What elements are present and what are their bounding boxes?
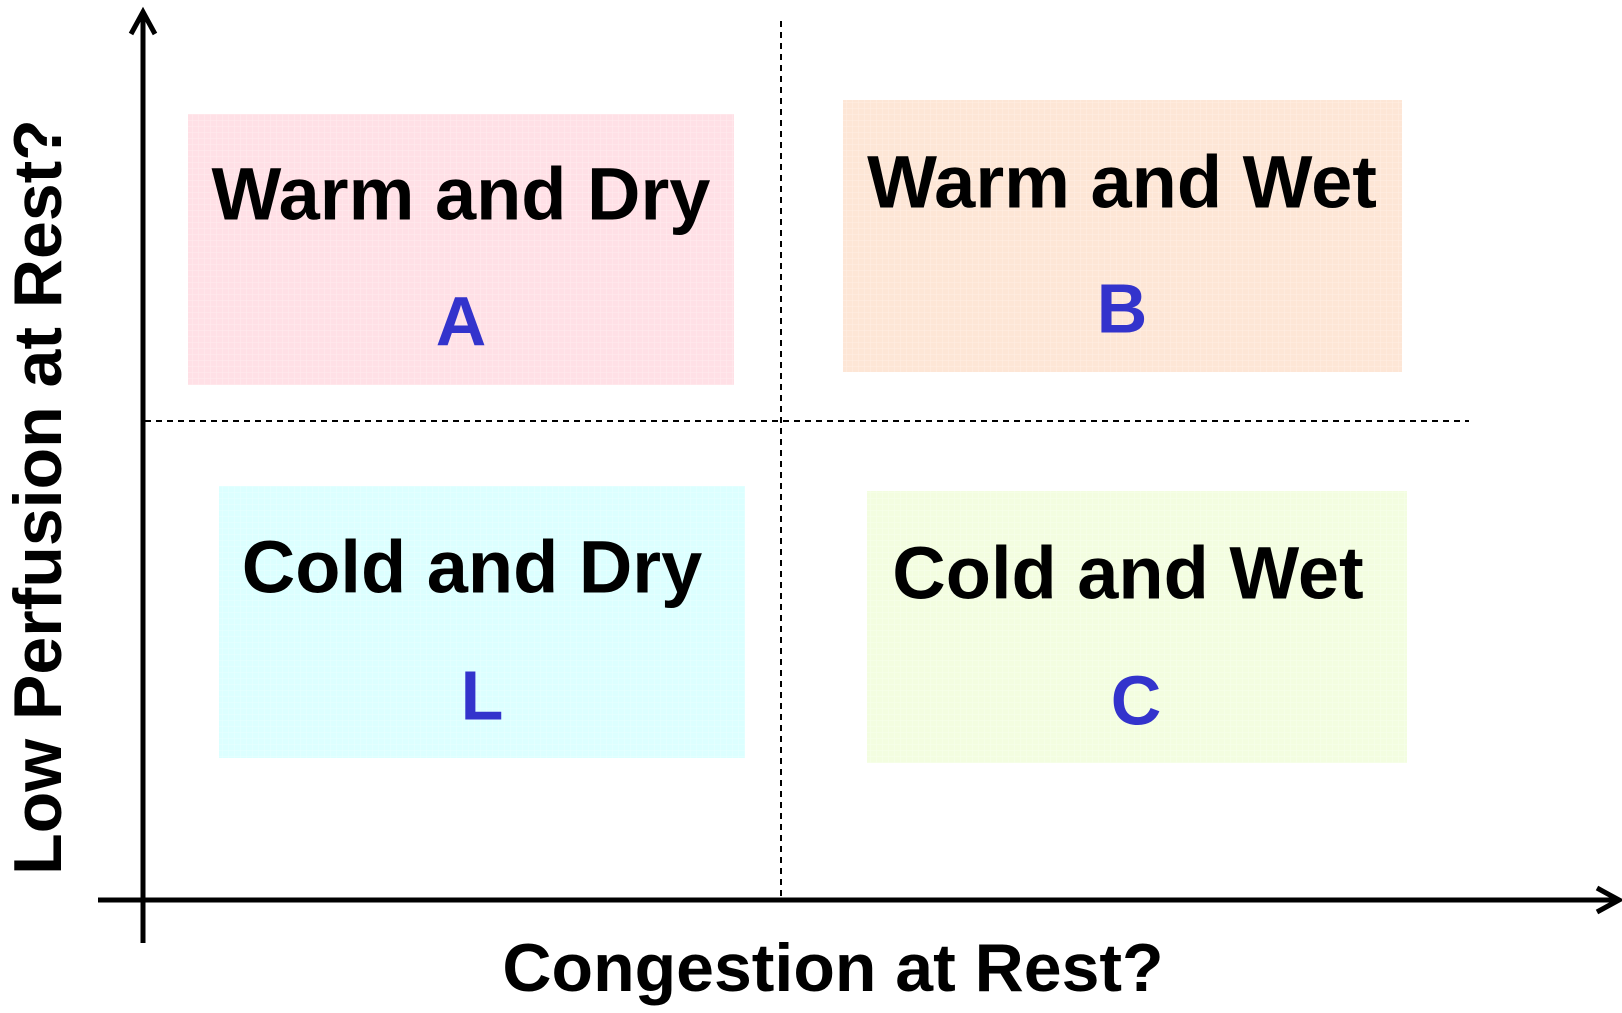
x-axis-label: Congestion at Rest? xyxy=(502,930,1163,1006)
y-axis-label: Low Perfusion at Rest? xyxy=(0,119,76,875)
quadrant-letter: L xyxy=(461,656,504,734)
quadrant-title: Cold and Wet xyxy=(892,532,1363,615)
quadrant-letter: C xyxy=(1111,661,1162,739)
quadrant-title: Cold and Dry xyxy=(242,526,702,609)
quadrant-title: Warm and Wet xyxy=(867,141,1377,224)
y-arrow xyxy=(128,6,158,36)
quadrant-letter: B xyxy=(1097,269,1148,347)
quadrant-letter: A xyxy=(436,282,487,360)
x-arrow xyxy=(1595,885,1622,915)
box-texture xyxy=(843,100,1402,372)
box-texture xyxy=(219,486,745,758)
box-texture xyxy=(867,491,1407,763)
quadrant-title: Warm and Dry xyxy=(212,153,711,236)
box-texture xyxy=(188,114,734,385)
